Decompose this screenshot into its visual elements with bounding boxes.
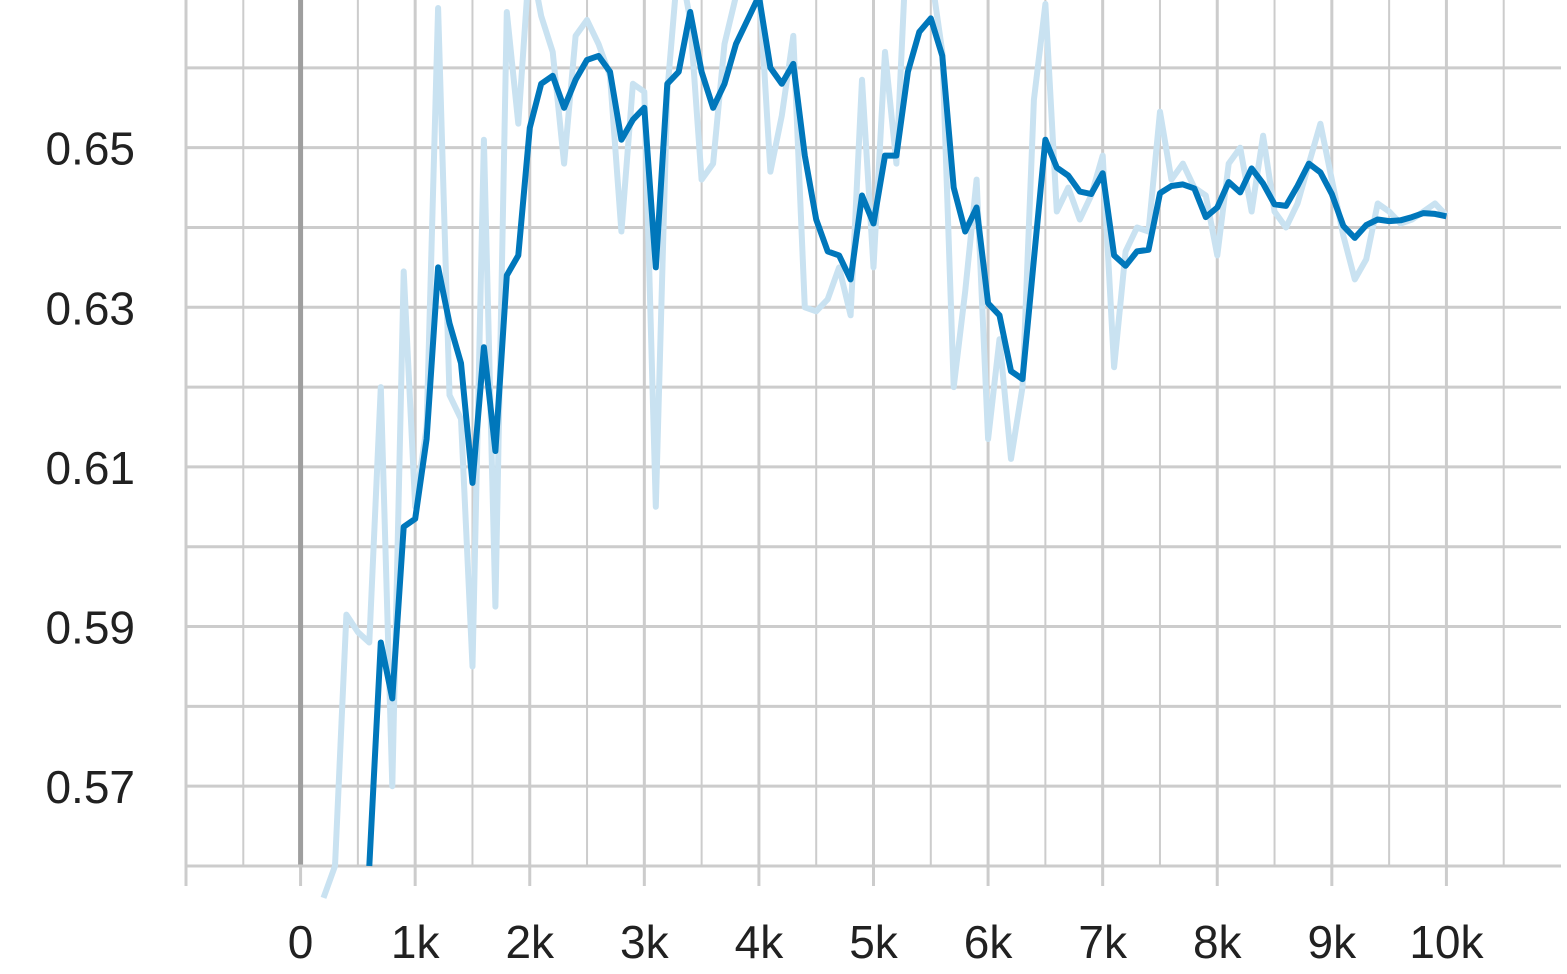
x-axis-ticks — [184, 866, 1448, 886]
smoothed-series-line — [366, 0, 1448, 867]
x-tick-label: 5k — [849, 916, 899, 968]
raw-series-line — [320, 0, 1449, 899]
x-tick-label: 4k — [735, 916, 785, 968]
y-tick-label: 0.61 — [45, 442, 135, 494]
x-tick-label: 2k — [505, 916, 555, 968]
y-axis-tick-labels: 0.57 0.59 0.61 0.63 0.65 — [45, 123, 135, 814]
y-tick-label: 0.63 — [45, 282, 135, 334]
x-tick-label: 10k — [1409, 916, 1484, 968]
y-tick-label: 0.65 — [45, 123, 135, 175]
plot-area — [320, 0, 1449, 899]
x-tick-label: 6k — [964, 916, 1014, 968]
x-axis-tick-labels: 0 1k 2k 3k 4k 5k 6k 7k 8k 9k 10k — [288, 916, 1485, 968]
x-tick-label: 9k — [1308, 916, 1358, 968]
x-tick-label: 3k — [620, 916, 670, 968]
y-tick-label: 0.59 — [45, 602, 135, 654]
x-tick-label: 1k — [391, 916, 441, 968]
x-tick-label: 8k — [1193, 916, 1243, 968]
y-tick-label: 0.57 — [45, 761, 135, 813]
x-tick-label: 0 — [288, 916, 314, 968]
x-tick-label: 7k — [1078, 916, 1128, 968]
